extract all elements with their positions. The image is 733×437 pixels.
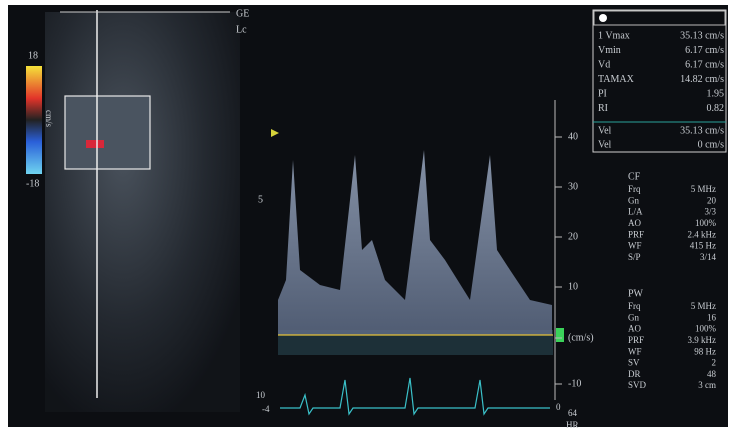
param-label: PRF [628,229,644,239]
param-label: RI [598,103,608,114]
param-value: 0 cm/s [698,139,724,150]
ecg-right-mid: 64 [568,408,578,418]
velocity-tick-label: 30 [568,181,578,192]
velocity-tick-label: 40 [568,131,578,142]
param-value: 6.17 cm/s [685,59,724,70]
param-value: 98 Hz [694,346,716,356]
param-value: 0.82 [707,103,725,114]
param-label: WF [628,241,642,251]
param-label: Vd [598,59,610,70]
flow-spot [86,140,104,148]
param-value: 3 cm [698,380,716,390]
param-label: Vel [598,125,612,136]
param-label: AO [628,324,641,334]
velocity-tick-label: (cm/s) [568,332,594,343]
color-max: 18 [28,50,38,61]
param-label: L/A [628,207,643,217]
color-box [65,96,150,169]
preset: Lc [236,24,247,35]
param-value: 35.13 cm/s [680,125,724,136]
panel-header [594,11,725,25]
param-label: SV [628,358,640,368]
param-value: 100% [695,218,717,228]
velocity-tick-label: 20 [568,231,578,242]
color-bar [26,66,42,174]
param-label: Vel [598,139,612,150]
b-mode-image [45,12,240,412]
param-label: DR [628,369,641,379]
probe: GE [236,8,249,19]
param-value: 100% [695,324,717,334]
baseline-marker [556,328,564,342]
param-label: TAMAX [598,74,635,85]
panel-icon [599,14,607,22]
color-min: -18 [26,178,39,189]
param-value: 3/14 [700,252,717,262]
param-label: Frq [628,184,641,194]
param-value: 6.17 cm/s [685,45,724,56]
param-title: CF [628,171,641,182]
param-label: 1 Vmax [598,30,630,41]
param-label: SVD [628,380,647,390]
param-value: 14.82 cm/s [680,74,724,85]
velocity-tick-label: -10 [568,378,581,389]
depth-label: 5 [258,194,263,205]
param-label: PRF [628,335,644,345]
param-label: Gn [628,312,639,322]
ecg-left-top: 10 [256,390,266,400]
param-value: 5 MHz [691,184,716,194]
param-value: 20 [707,195,717,205]
param-value: 415 Hz [690,241,716,251]
param-value: 2.4 kHz [688,229,717,239]
ecg-right-bottom: HR [566,420,579,430]
ecg-left-bottom: -4 [262,404,270,414]
param-value: 5 MHz [691,301,716,311]
param-value: 1.95 [707,88,725,99]
param-label: S/P [628,252,641,262]
color-unit: cm/s [44,110,54,127]
ultrasound-screen: 18 cm/s -18 GE Lc 5 10 -4 0 64 HR 1 Vmax… [0,0,733,437]
param-label: PI [598,88,607,99]
param-title: PW [628,288,644,299]
param-value: 3/3 [704,207,716,217]
velocity-tick-label: 10 [568,281,578,292]
param-label: WF [628,346,642,356]
param-value: 35.13 cm/s [680,30,724,41]
param-label: Vmin [598,45,621,56]
param-label: AO [628,218,641,228]
param-value: 48 [707,369,717,379]
param-label: Gn [628,195,639,205]
param-value: 2 [712,358,717,368]
param-value: 16 [707,312,717,322]
param-value: 3.9 kHz [688,335,717,345]
param-label: Frq [628,301,641,311]
ecg-right-top: 0 [556,402,561,412]
